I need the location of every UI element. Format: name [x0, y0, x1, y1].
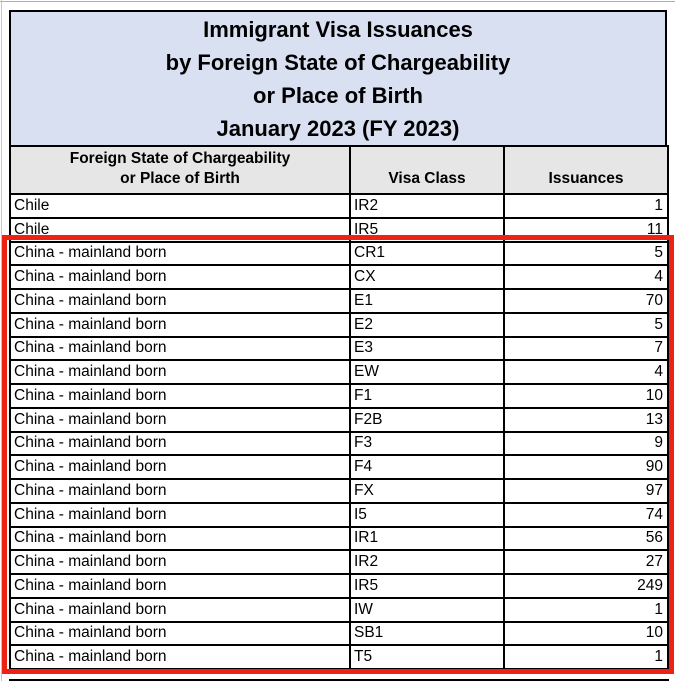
cell-issuances: 10	[503, 383, 669, 409]
cell-visa-class: CR1	[349, 240, 505, 267]
cell-state: China - mainland born	[9, 406, 351, 433]
visa-issuances-table: Foreign State of Chargeability or Place …	[9, 145, 669, 670]
table-row: China - mainland born F3 9	[9, 430, 669, 457]
table-row: China - mainland born FX 97	[9, 478, 669, 504]
col-header-visa-class: Visa Class	[349, 145, 505, 195]
cell-visa-class: IR2	[349, 549, 505, 575]
table-row: China - mainland born F4 90	[9, 454, 669, 480]
col-header-state: Foreign State of Chargeability or Place …	[9, 145, 351, 195]
cell-state: Chile	[9, 216, 351, 243]
next-row-top-border	[9, 679, 669, 681]
cell-state: China - mainland born	[9, 288, 351, 314]
cell-visa-class: IR5	[349, 216, 505, 243]
cell-issuances: 70	[503, 288, 669, 314]
table-row: China - mainland born F1 10	[9, 383, 669, 409]
cell-visa-class: CX	[349, 264, 505, 290]
cell-visa-class: I5	[349, 501, 505, 528]
cell-issuances: 249	[503, 573, 669, 599]
cell-visa-class: E3	[349, 335, 505, 362]
title-line-1: Immigrant Visa Issuances	[203, 16, 473, 42]
cell-visa-class: F3	[349, 430, 505, 457]
col-header-issuances: Issuances	[503, 145, 669, 195]
cell-state: China - mainland born	[9, 525, 351, 552]
cell-issuances: 4	[503, 264, 669, 290]
cell-state: China - mainland born	[9, 596, 351, 623]
cell-state: China - mainland born	[9, 430, 351, 457]
cell-state: China - mainland born	[9, 454, 351, 480]
cell-visa-class: IR5	[349, 573, 505, 599]
cell-issuances: 5	[503, 240, 669, 267]
cell-visa-class: T5	[349, 644, 505, 670]
cell-state: China - mainland born	[9, 620, 351, 647]
cell-issuances: 11	[503, 216, 669, 243]
cell-state: China - mainland born	[9, 478, 351, 504]
table-row: China - mainland born CR1 5	[9, 240, 669, 267]
cell-state: Chile	[9, 193, 351, 219]
cell-visa-class: F4	[349, 454, 505, 480]
cell-issuances: 13	[503, 406, 669, 433]
cell-issuances: 1	[503, 193, 669, 219]
cell-issuances: 74	[503, 501, 669, 528]
cell-visa-class: F1	[349, 383, 505, 409]
table-title: Immigrant Visa Issuances by Foreign Stat…	[9, 10, 667, 147]
cell-state: China - mainland born	[9, 383, 351, 409]
cell-state: China - mainland born	[9, 644, 351, 670]
cell-visa-class: F2B	[349, 406, 505, 433]
cell-issuances: 27	[503, 549, 669, 575]
table-row: China - mainland born E1 70	[9, 288, 669, 314]
cell-state: China - mainland born	[9, 501, 351, 528]
cell-issuances: 9	[503, 430, 669, 457]
table-row: Chile IR5 11	[9, 216, 669, 243]
table-row: China - mainland born E2 5	[9, 311, 669, 338]
table-row: China - mainland born I5 74	[9, 501, 669, 528]
cell-visa-class: IR1	[349, 525, 505, 552]
table-row: China - mainland born EW 4	[9, 359, 669, 385]
table-body: Chile IR2 1 Chile IR5 11 China - mainland born…	[9, 193, 669, 670]
table-row: China - mainland born IW 1	[9, 596, 669, 623]
cell-issuances: 10	[503, 620, 669, 647]
cell-visa-class: IR2	[349, 193, 505, 219]
cell-visa-class: SB1	[349, 620, 505, 647]
cell-state: China - mainland born	[9, 359, 351, 385]
screenshot-top-edge-line	[0, 1, 675, 2]
cell-issuances: 1	[503, 644, 669, 670]
cell-issuances: 1	[503, 596, 669, 623]
cell-issuances: 97	[503, 478, 669, 504]
screenshot-left-edge-line	[1, 0, 2, 681]
cell-issuances: 5	[503, 311, 669, 338]
cell-state: China - mainland born	[9, 573, 351, 599]
cell-visa-class: EW	[349, 359, 505, 385]
cell-state: China - mainland born	[9, 335, 351, 362]
table-row: China - mainland born E3 7	[9, 335, 669, 362]
table-row: China - mainland born IR2 27	[9, 549, 669, 575]
col-header-state-line1: Foreign State of Chargeability	[69, 150, 291, 167]
title-line-4: January 2023 (FY 2023)	[216, 115, 460, 141]
title-line-3: or Place of Birth	[253, 82, 423, 108]
table-row: China - mainland born IR5 249	[9, 573, 669, 599]
cell-state: China - mainland born	[9, 240, 351, 267]
cell-state: China - mainland born	[9, 264, 351, 290]
table-row: China - mainland born SB1 10	[9, 620, 669, 647]
table-row: Chile IR2 1	[9, 193, 669, 219]
table-row: China - mainland born T5 1	[9, 644, 669, 670]
cell-visa-class: FX	[349, 478, 505, 504]
cell-issuances: 90	[503, 454, 669, 480]
header-row: Foreign State of Chargeability or Place …	[9, 145, 669, 195]
table-row: China - mainland born F2B 13	[9, 406, 669, 433]
cell-state: China - mainland born	[9, 549, 351, 575]
cell-state: China - mainland born	[9, 311, 351, 338]
table-row: China - mainland born IR1 56	[9, 525, 669, 552]
cell-visa-class: IW	[349, 596, 505, 623]
table-row: China - mainland born CX 4	[9, 264, 669, 290]
cell-issuances: 56	[503, 525, 669, 552]
cell-issuances: 4	[503, 359, 669, 385]
table-header: Foreign State of Chargeability or Place …	[9, 145, 669, 195]
title-line-2: by Foreign State of Chargeability	[165, 49, 511, 75]
col-header-state-line2: or Place of Birth	[120, 170, 240, 187]
cell-issuances: 7	[503, 335, 669, 362]
cell-visa-class: E2	[349, 311, 505, 338]
cell-visa-class: E1	[349, 288, 505, 314]
